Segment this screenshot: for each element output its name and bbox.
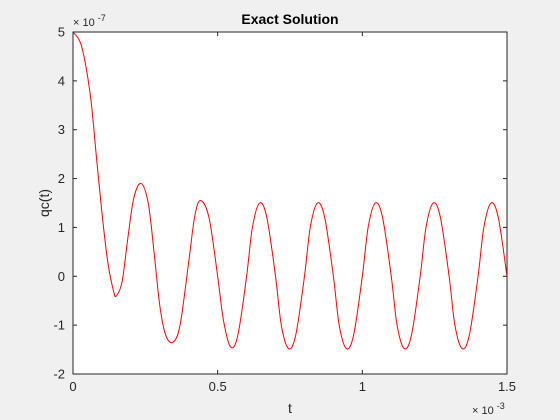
x-axis-multiplier: × 10 -3 — [472, 401, 505, 417]
x-multiplier-exponent: -3 — [497, 401, 505, 411]
y-tick-label: -1 — [53, 318, 65, 333]
y-tick-label: 5 — [58, 25, 65, 40]
x-tick-label: 0.5 — [209, 379, 227, 394]
y-multiplier-exponent: -7 — [98, 13, 106, 23]
y-tick-label: -2 — [53, 367, 65, 382]
y-axis-title: qc(t) — [36, 189, 52, 217]
chart-title: Exact Solution — [241, 11, 338, 27]
y-tick-label: 0 — [58, 269, 65, 284]
x-axis-title: t — [288, 400, 292, 416]
series-line — [72, 31, 508, 350]
y-multiplier-base: × 10 — [73, 17, 95, 29]
x-tick-label: 0 — [69, 379, 76, 394]
y-axis-multiplier: × 10 -7 — [73, 13, 106, 29]
y-tick-label: 2 — [58, 171, 65, 186]
x-tick-label: 1.5 — [498, 379, 516, 394]
plot-frame — [72, 31, 508, 375]
x-ticks: 0 0.5 1 1.5 — [69, 32, 516, 394]
y-tick-label: 3 — [58, 122, 65, 137]
x-tick-label: 1 — [359, 379, 366, 394]
y-tick-label: 1 — [58, 220, 65, 235]
plot-area — [73, 32, 507, 374]
x-multiplier-base: × 10 — [472, 405, 494, 417]
y-tick-label: 4 — [58, 73, 65, 88]
